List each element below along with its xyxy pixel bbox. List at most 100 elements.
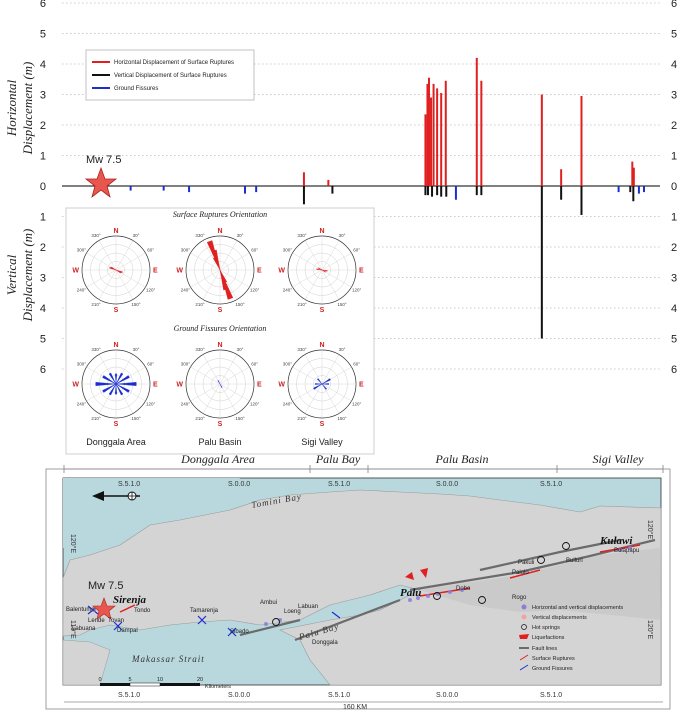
y-tick-right: 1	[671, 212, 677, 224]
rose-axis-label: E	[153, 382, 158, 389]
map-legend-liq: Liquefactions	[532, 635, 565, 641]
place-loeng: Loeng	[284, 609, 301, 615]
coord-bottom-2: S.0.0.0	[228, 692, 250, 699]
place-rogo: Rogo	[512, 595, 527, 601]
lake	[582, 479, 610, 493]
y-tick-left: 2	[40, 120, 46, 132]
rose-axis-label: 30°	[133, 233, 140, 238]
y-tick-left: 5	[40, 29, 46, 41]
rose-axis-label: S	[114, 307, 119, 314]
rose-petal	[316, 268, 323, 271]
rose-axis-label: 210°	[91, 416, 101, 421]
rose-axis-label: 60°	[251, 248, 258, 253]
rose-petal	[114, 383, 118, 395]
rose-axis-label: W	[72, 268, 79, 275]
rose-axis-label: 330°	[91, 347, 101, 352]
rose-axis-label: N	[113, 342, 118, 349]
scale-10: 10	[157, 677, 163, 683]
rose-diagram: N S E W 30° 60° 120° 150° 210° 240° 300° 330°	[72, 342, 158, 428]
map-epicenter-label: Mw 7.5	[88, 580, 123, 592]
rose-petal	[115, 383, 124, 396]
legend-fissures: Ground Fissures	[114, 86, 158, 92]
map-legend: Horizontal and vertical displacements Ve…	[519, 604, 623, 672]
rose-petal	[318, 267, 323, 271]
y-tick-right: 6	[671, 364, 677, 376]
rose-axis-label: 60°	[353, 248, 360, 253]
rose-diagram: N S E W 30° 60° 120° 150° 210° 240° 300° 330°	[278, 228, 364, 314]
y-tick-right: 0	[671, 181, 677, 193]
place-dobo: Dobo	[456, 586, 471, 592]
rose-axis-label: 60°	[147, 248, 154, 253]
liquefaction-marks	[405, 568, 428, 580]
coord-top-3: S.5.1.0	[328, 481, 350, 488]
y-tick-left: 1	[40, 212, 46, 224]
legend-vertical: Vertical Displacement of Surface Rupture…	[114, 73, 227, 79]
map-legend-hv: Horizontal and vertical displacements	[532, 605, 623, 611]
y-tick-left: 3	[40, 90, 46, 102]
map-legend-fissure: Ground Fissures	[532, 666, 573, 672]
legend-fissure	[519, 664, 529, 671]
legend-liquefaction	[519, 634, 529, 639]
y-ticks-left: 6 5 4 3 2 1 0 1 2 3 4 5 6	[40, 0, 46, 376]
north-arrow-icon	[92, 491, 140, 501]
sea-makassar: Makassar Strait	[131, 654, 205, 664]
map-legend-v: Vertical displacements	[532, 615, 587, 621]
rose-axis-label: 60°	[147, 362, 154, 367]
rose-axis-label: E	[359, 268, 364, 275]
epicenter-star-icon	[84, 166, 118, 199]
rose-axis-label: W	[176, 382, 183, 389]
rose-diagram: N S E W 30° 60° 120° 150° 210° 240° 300° 330°	[278, 342, 364, 428]
rose-petal	[115, 375, 130, 385]
y-label-horizontal-1: Horizontal	[4, 79, 19, 137]
rose-petal	[110, 266, 117, 271]
city-palu: Palu	[400, 587, 421, 599]
coord-bottom-1: S.5.1.0	[118, 692, 140, 699]
place-labuana: Labuana	[72, 626, 96, 632]
rose-axis-label: N	[217, 228, 222, 235]
region-palu-bay: Palu Bay	[315, 452, 361, 466]
coord-bottom-3: S.5.1.0	[328, 692, 350, 699]
rose-petal	[316, 378, 323, 385]
rose-axis-label: W	[278, 382, 285, 389]
lon-left-bottom: 119°E	[69, 620, 77, 639]
scale-5: 5	[128, 677, 131, 683]
rose-axis-label: 240°	[181, 402, 191, 407]
rose-axis-label: E	[257, 268, 262, 275]
rose-axis-label: 240°	[181, 288, 191, 293]
map-legend-fault: Fault lines	[532, 646, 557, 652]
rose-axis-label: S	[218, 307, 223, 314]
rose-petal	[315, 383, 323, 385]
rose-petal	[313, 383, 323, 390]
rose-axis-label: 60°	[353, 362, 360, 367]
rose-petal	[108, 383, 117, 396]
rose-diagrams: N S E W 30° 60° 120° 150° 210° 240° 300° 330° N S E W 30…	[72, 228, 364, 428]
rose-petal	[321, 269, 326, 273]
rose-axis-label: 120°	[146, 288, 156, 293]
rose-axis-label: E	[359, 382, 364, 389]
place-lende: Lende	[88, 618, 105, 624]
scale-20: 20	[197, 677, 203, 683]
y-tick-right: 6	[671, 0, 677, 10]
rose-diagram: N S E W 30° 60° 120° 150° 210° 240° 300° 330°	[176, 342, 262, 428]
rose-label-donggala: Donggala Area	[86, 437, 146, 447]
region-sigi: Sigi Valley	[593, 452, 645, 466]
rose-axis-label: 240°	[283, 288, 293, 293]
rose-label-palu-basin: Palu Basin	[198, 437, 241, 447]
rose-petal	[321, 383, 329, 385]
rose-axis-label: 30°	[339, 233, 346, 238]
bars	[129, 57, 646, 339]
rose-axis-label: 150°	[337, 302, 347, 307]
rose-petal	[102, 375, 117, 385]
lon-right-top: 120°E	[646, 520, 654, 539]
rose-petal	[217, 380, 221, 385]
map-epicenter-star-icon	[92, 597, 116, 620]
rose-axis-label: E	[257, 382, 262, 389]
coord-top-4: S.0.0.0	[436, 481, 458, 488]
rose-axis-label: 150°	[235, 416, 245, 421]
rose-label-sigi: Sigi Valley	[301, 437, 343, 447]
lon-left-top: 120°E	[69, 534, 77, 553]
rose-axis-label: 150°	[131, 302, 141, 307]
rose-axis-label: 150°	[235, 302, 245, 307]
legend-dot-v	[521, 614, 527, 620]
rose-axis-label: 60°	[251, 362, 258, 367]
